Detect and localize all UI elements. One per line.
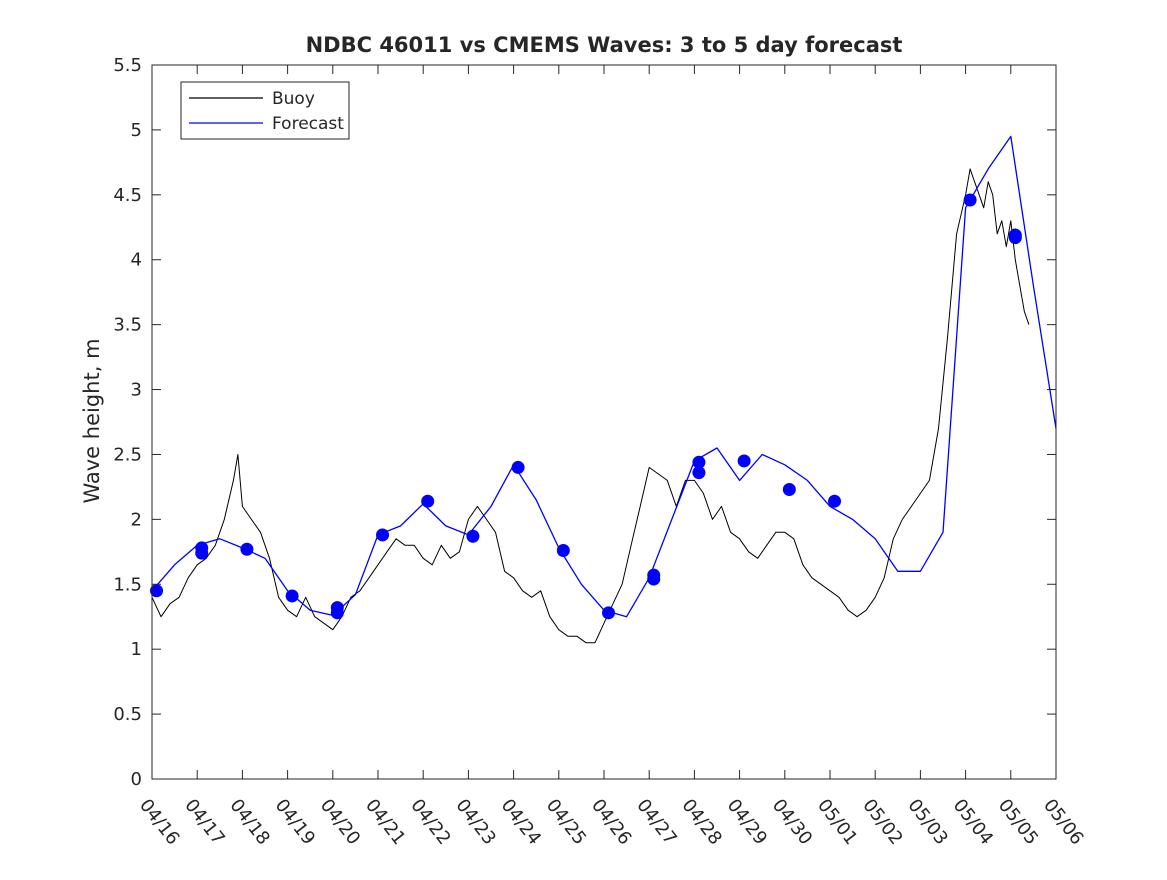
x-tick-label: 04/23 <box>451 795 499 849</box>
forecast-point-marker <box>556 544 570 558</box>
x-tick-label: 04/28 <box>677 795 725 849</box>
forecast-point-marker <box>466 529 480 543</box>
x-tick-label: 04/20 <box>316 795 364 849</box>
forecast-point-marker <box>737 454 751 468</box>
y-tick-label: 4 <box>131 250 142 271</box>
forecast-point-marker <box>692 455 706 469</box>
forecast-point-marker <box>828 494 842 508</box>
x-tick-label: 04/19 <box>271 795 319 849</box>
x-tick-label: 05/03 <box>903 795 951 849</box>
forecast-point-marker <box>421 494 435 508</box>
y-tick-label: 1 <box>131 639 142 660</box>
x-tick-label: 04/21 <box>361 795 409 849</box>
x-tick-label: 04/27 <box>632 795 680 849</box>
y-axis-label: Wave height, m <box>80 338 104 503</box>
y-tick-label: 3 <box>131 380 142 401</box>
x-tick-label: 04/17 <box>180 795 228 849</box>
y-tick-label: 1.5 <box>113 574 142 595</box>
y-tick-label: 4.5 <box>113 185 142 206</box>
forecast-point-marker <box>376 528 390 542</box>
x-tick-label: 05/02 <box>858 795 906 849</box>
y-tick-label: 3.5 <box>113 315 142 336</box>
y-tick-label: 0 <box>131 769 142 790</box>
x-tick-label: 05/06 <box>1039 795 1087 849</box>
y-tick-label: 5.5 <box>113 55 142 76</box>
x-tick-label: 05/01 <box>813 795 861 849</box>
y-tick-label: 0.5 <box>113 704 142 725</box>
y-tick-label: 2.5 <box>113 444 142 465</box>
forecast-point-marker <box>1008 228 1022 242</box>
x-tick-label: 04/26 <box>587 795 635 849</box>
forecast-point-marker <box>511 460 525 474</box>
y-tick-label: 2 <box>131 509 142 530</box>
legend: Buoy Forecast <box>180 81 350 140</box>
forecast-point-marker <box>963 193 977 207</box>
x-tick-label: 04/25 <box>542 795 590 849</box>
x-tick-label: 05/05 <box>994 795 1042 849</box>
axes: 00.511.522.533.544.555.504/1604/1704/180… <box>113 55 1087 849</box>
forecast-point-marker <box>692 466 706 480</box>
legend-box <box>180 81 350 140</box>
forecast-series-line <box>151 135 1057 618</box>
forecast-point-marker <box>602 606 616 620</box>
axes-box <box>151 64 1057 780</box>
x-tick-label: 04/16 <box>135 795 183 849</box>
x-tick-label: 04/24 <box>497 795 545 849</box>
forecast-point-marker <box>195 541 209 555</box>
legend-label-buoy: Buoy <box>272 89 315 109</box>
forecast-point-marker <box>782 483 796 497</box>
forecast-point-marker <box>647 568 661 582</box>
chart-title: NDBC 46011 vs CMEMS Waves: 3 to 5 day fo… <box>306 33 903 57</box>
y-tick-label: 5 <box>131 120 142 141</box>
x-tick-label: 04/18 <box>225 795 273 849</box>
forecast-point-marker <box>240 542 254 556</box>
forecast-point-marker <box>150 584 164 598</box>
buoy-series-line <box>151 168 1030 644</box>
x-tick-label: 04/30 <box>768 795 816 849</box>
x-tick-label: 04/29 <box>723 795 771 849</box>
x-tick-label: 04/22 <box>406 795 454 849</box>
legend-label-forecast: Forecast <box>272 114 344 134</box>
forecast-point-marker <box>285 589 299 603</box>
x-tick-label: 05/04 <box>949 795 997 849</box>
plot-area <box>150 135 1057 644</box>
forecast-point-marker <box>330 601 344 615</box>
